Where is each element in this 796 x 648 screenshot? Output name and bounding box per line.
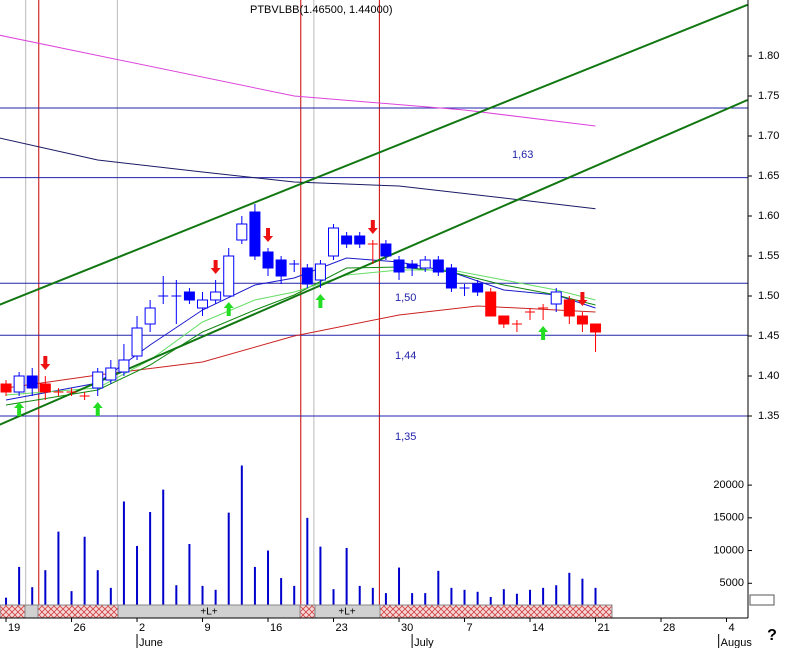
candle-body [105, 367, 117, 381]
candle-body [314, 263, 326, 281]
candle-body [563, 299, 575, 317]
sell-arrow [210, 260, 221, 274]
month-label: July [414, 637, 434, 648]
candle-body [92, 371, 104, 389]
sell-arrow [263, 228, 274, 242]
x-tick-label: 26 [74, 622, 86, 634]
volume-tick-label: 20000 [713, 479, 744, 491]
y-tick-label: 1.70 [758, 130, 779, 142]
band-label: +L+ [200, 607, 217, 618]
trendline [0, 3, 748, 306]
candle-body [13, 375, 25, 393]
candle-body [131, 327, 143, 357]
help-icon[interactable]: ? [767, 627, 777, 644]
strip-segment [24, 604, 39, 619]
y-tick-label: 1.65 [758, 170, 779, 182]
sell-arrow [577, 292, 588, 306]
volume-tick-label: 15000 [713, 512, 744, 524]
candle-body [393, 259, 405, 273]
buy-arrow [315, 294, 326, 308]
level-label: 1,50 [395, 292, 416, 304]
candle-body [432, 259, 444, 273]
band-label: +L+ [338, 607, 355, 618]
candle-body [249, 211, 261, 257]
candle-body [472, 283, 484, 293]
chart-title: PTBVLBB(1.46500, 1.44000) [250, 4, 392, 16]
x-tick-label: 21 [598, 622, 610, 634]
y-tick-label: 1.75 [758, 90, 779, 102]
candle-body [0, 383, 12, 393]
signal-strip: +L+ +L+ [0, 604, 613, 619]
buy-arrow [223, 302, 234, 316]
candle-body [576, 315, 588, 325]
x-tick-label: 4 [729, 622, 735, 634]
x-tick-label: 28 [663, 622, 675, 634]
buy-arrow [92, 402, 103, 416]
sell-arrow [367, 220, 378, 234]
candle-body [406, 263, 418, 269]
candle-body [354, 235, 366, 245]
strip-segment [0, 604, 26, 619]
moving-average [0, 34, 596, 127]
candle-body [498, 315, 510, 325]
level-label: 1,44 [395, 350, 416, 362]
candle-body [550, 291, 562, 305]
y-tick-label: 1.80 [758, 50, 779, 62]
candle-body [590, 323, 602, 333]
candle-body [328, 227, 340, 257]
candle-body [301, 267, 313, 285]
y-tick-label: 1.35 [758, 410, 779, 422]
y-tick-label: 1.45 [758, 330, 779, 342]
candle-body [419, 259, 431, 269]
strip-segment [379, 604, 613, 619]
candle-body [223, 255, 235, 297]
x-tick-label: 9 [205, 622, 211, 634]
candle-body [210, 291, 222, 301]
candle-body [445, 267, 457, 289]
level-label: 1,63 [512, 149, 533, 161]
candle-body [183, 291, 195, 301]
candle-body [26, 375, 38, 389]
volume-tick-label: 5000 [720, 577, 744, 589]
candle-body [144, 307, 156, 325]
x-tick-label: 7 [467, 622, 473, 634]
candle-body [485, 291, 497, 317]
buy-arrow [14, 402, 25, 416]
plot-area [0, 0, 748, 605]
y-tick-label: 1.60 [758, 210, 779, 222]
level-label: 1,35 [395, 431, 416, 443]
candle-body [341, 235, 353, 245]
volume-tick-label: 10000 [713, 544, 744, 556]
candle-body [236, 223, 248, 241]
sell-arrow [40, 356, 51, 370]
candle-body [262, 251, 274, 269]
x-tick-label: 2 [139, 622, 145, 634]
x-tick-label: 19 [8, 622, 20, 634]
candle-body [39, 383, 51, 393]
scale-box [749, 594, 775, 606]
y-tick-label: 1.40 [758, 370, 779, 382]
x-tick-label: 14 [532, 622, 544, 634]
x-tick-label: 23 [336, 622, 348, 634]
strip-segment [299, 604, 316, 619]
x-tick-label: 30 [401, 622, 413, 634]
month-label: June [139, 637, 163, 648]
candle-body [118, 359, 130, 373]
x-tick-label: 16 [270, 622, 282, 634]
month-label: Augus [721, 637, 753, 648]
candle-body [380, 243, 392, 257]
y-tick-label: 1.55 [758, 250, 779, 262]
buy-arrow [538, 326, 549, 340]
moving-average [0, 137, 596, 210]
y-tick-label: 1.50 [758, 290, 779, 302]
candle-body [197, 299, 209, 309]
candle-body [275, 259, 287, 277]
strip-segment [37, 604, 119, 619]
